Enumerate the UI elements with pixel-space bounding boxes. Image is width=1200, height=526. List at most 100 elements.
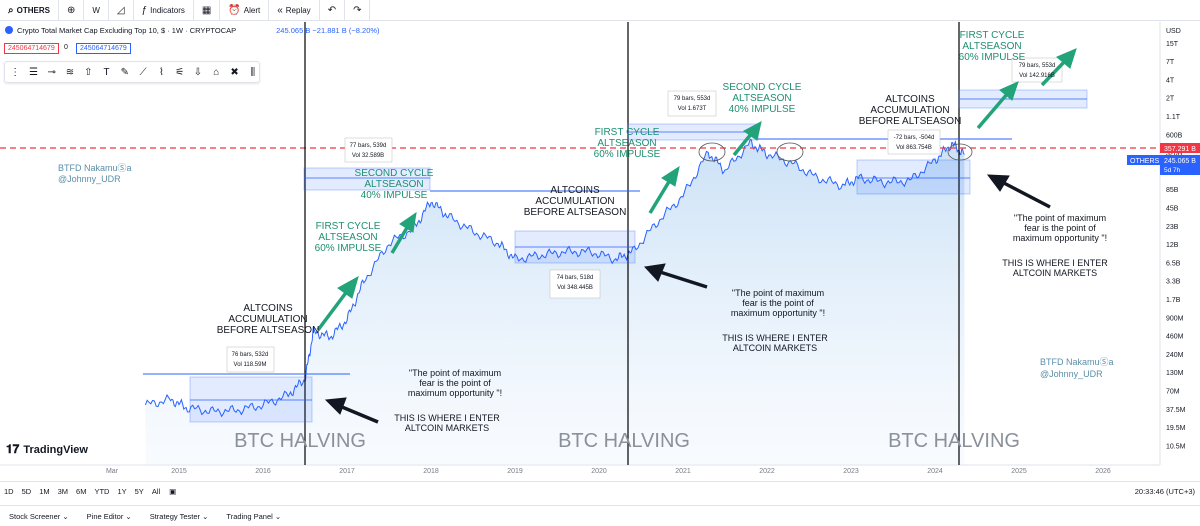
timeframe-3m[interactable]: 3M [57,486,69,496]
y-tick-label: 900M [1166,315,1184,322]
timeframe-5d[interactable]: 5D [21,486,32,496]
quote-label-3[interactable]: "The point of maximum fear is the point o… [1013,213,1107,243]
range-box-3[interactable] [514,230,636,299]
panel-trading-panel[interactable]: Trading Panel ⌄ [226,511,282,521]
green-arrows[interactable] [316,48,1077,332]
tradingview-logo[interactable]: 𝟏𝟕 TradingView [6,442,88,457]
y-axis[interactable]: USD 15T 7T 4T 2T 1.1T 600B 320B 175B 85B 45B 23B 12B… [1166,28,1186,450]
pen-icon[interactable]: ✎ [120,66,130,78]
timeframe-1y[interactable]: 1Y [117,486,127,496]
second-cycle-label-1[interactable]: SECOND CYCLE ALTSEASON 40% IMPULSE [355,168,434,201]
bars-icon[interactable]: ⫼ [250,66,256,78]
x-axis[interactable]: Mar 2015 2016 2017 2018 2019 2020 2021 2022 2023 2… [106,468,1111,475]
area-chart-icon: ◿ [116,4,125,16]
halving-label[interactable]: BTC HALVING [234,430,366,452]
tradingview-icon: 𝟏𝟕 [6,442,20,456]
range-box-1[interactable] [143,346,350,423]
price-box-sell[interactable]: 245064714679 [4,43,59,54]
text-icon[interactable]: T [103,66,110,78]
y-tick-label: 1.7B [1166,297,1181,304]
enter-label-2[interactable]: THIS IS WHERE I ENTER ALTCOIN MARKETS [722,333,828,353]
second-cycle-label-2[interactable]: SECOND CYCLE ALTSEASON 40% IMPULSE [723,82,802,115]
price-box-buy[interactable]: 245064714679 [76,43,131,54]
alert-button[interactable]: ⏰ Alert [220,0,270,20]
y-tick-label: 460M [1166,334,1184,341]
y-tick-label: 12B [1166,242,1179,249]
range-box-vol: Vol 1.673T [678,106,707,112]
peak-circle-3[interactable] [947,143,973,161]
replay-button[interactable]: « Replay [269,0,320,20]
countdown-label: 5d 7h [1164,167,1181,174]
y-tick-label: 240M [1166,352,1184,359]
trash-icon[interactable]: ✖ [230,66,239,78]
range-box-vol: Vol 863.754B [896,145,932,151]
y-tick-label: 23B [1166,224,1179,231]
undo-button[interactable]: ↶ [320,0,346,20]
quote-label-2[interactable]: "The point of maximum fear is the point o… [731,288,825,318]
range-box-vol: Vol 348.445B [557,285,593,291]
range-box-bars: 79 bars, 553d [674,96,711,102]
accumulation-label-3[interactable]: ALTCOINS ACCUMULATION BEFORE ALTSEASON [859,94,962,127]
panel-strategy-tester[interactable]: Strategy Tester ⌄ [149,511,209,521]
arrow-down-icon[interactable]: ⇩ [193,66,203,78]
y-tick-label: 1.1T [1166,114,1181,121]
y-tick-label: 6.5B [1166,260,1181,267]
timeframe-1m[interactable]: 1M [39,486,50,496]
panel-stock-screener[interactable]: Stock Screener ⌄ [9,511,69,521]
x-tick-label: 2022 [759,468,775,475]
halving-label[interactable]: BTC HALVING [888,430,1020,452]
horizontal-line-icon[interactable]: ⊸ [47,66,56,78]
peak-circle-2[interactable] [776,142,804,162]
series-area [145,139,965,465]
timeframe-5y[interactable]: 5Y [134,486,144,496]
y-tick-label: 70M [1166,389,1180,396]
symbol-search-button[interactable]: ⌕ OTHERS [0,0,59,20]
x-tick-label: 2018 [423,468,439,475]
timeframe-all[interactable]: All [151,486,161,496]
interval-button[interactable]: W [84,0,109,20]
range-box-vol: Vol 118.59M [234,362,267,368]
trend-line-icon[interactable]: ☰ [28,66,38,78]
timeframe-ytd[interactable]: YTD [94,486,110,496]
y-tick-label: 3.3B [1166,279,1181,286]
timeframe-6m[interactable]: 6M [76,486,87,496]
fib-icon[interactable]: ≋ [65,66,75,78]
accumulation-label-2[interactable]: ALTCOINS ACCUMULATION BEFORE ALTSEASON [524,185,627,218]
x-tick-label: 2024 [927,468,943,475]
timeframe-1d[interactable]: 1D [4,486,14,496]
enter-label-3[interactable]: THIS IS WHERE I ENTER ALTCOIN MARKETS [1002,258,1108,278]
legend-change: 245.065 B −21.881 B (−8.20%) [276,25,380,35]
first-cycle-label-1[interactable]: FIRST CYCLE ALTSEASON 60% IMPULSE [315,221,382,254]
layout-grid-icon: ▦ [201,4,212,16]
halving-label[interactable]: BTC HALVING [558,430,690,452]
lock-icon[interactable]: ⌂ [213,66,220,78]
quote-label-1[interactable]: "The point of maximum fear is the point o… [408,368,502,398]
series-line [144,138,965,418]
first-cycle-label-2[interactable]: FIRST CYCLE ALTSEASON 60% IMPULSE [594,127,661,160]
range-box-bars: 79 bars, 553d [1019,63,1056,69]
range-box-6[interactable] [958,57,1088,109]
grip-icon[interactable]: ⋮ [10,66,21,78]
ruler-icon[interactable]: ⚟ [175,66,185,78]
range-box-4[interactable] [627,90,1012,141]
x-tick-label: 2026 [1095,468,1111,475]
layout-button[interactable]: ▦ [194,0,221,20]
add-symbol-button[interactable]: ⊕ [59,0,85,20]
peak-circle-1[interactable] [698,142,726,162]
redo-button[interactable]: ↷ [345,0,371,20]
indicators-button[interactable]: ƒ Indicators [134,0,194,20]
symbol-label: OTHERS [16,5,50,15]
clock-readout[interactable]: 20:33:46 (UTC+3) [1134,486,1195,496]
chart-type-button[interactable]: ◿ [109,0,134,20]
range-box-5[interactable] [856,129,971,195]
path-icon[interactable]: ⌇ [158,66,164,78]
arrow-up-icon[interactable]: ⇧ [84,66,93,78]
range-box-bars: -72 bars, -504d [894,135,935,141]
enter-label-1[interactable]: THIS IS WHERE I ENTER ALTCOIN MARKETS [394,413,500,433]
brush-icon[interactable]: ⟋ [139,66,147,78]
range-box-2[interactable] [303,137,640,192]
black-arrows[interactable] [324,174,1051,424]
accumulation-label-1[interactable]: ALTCOINS ACCUMULATION BEFORE ALTSEASON [217,303,320,336]
calendar-icon[interactable]: ▣ [169,486,177,496]
panel-pine-editor[interactable]: Pine Editor ⌄ [86,511,132,521]
